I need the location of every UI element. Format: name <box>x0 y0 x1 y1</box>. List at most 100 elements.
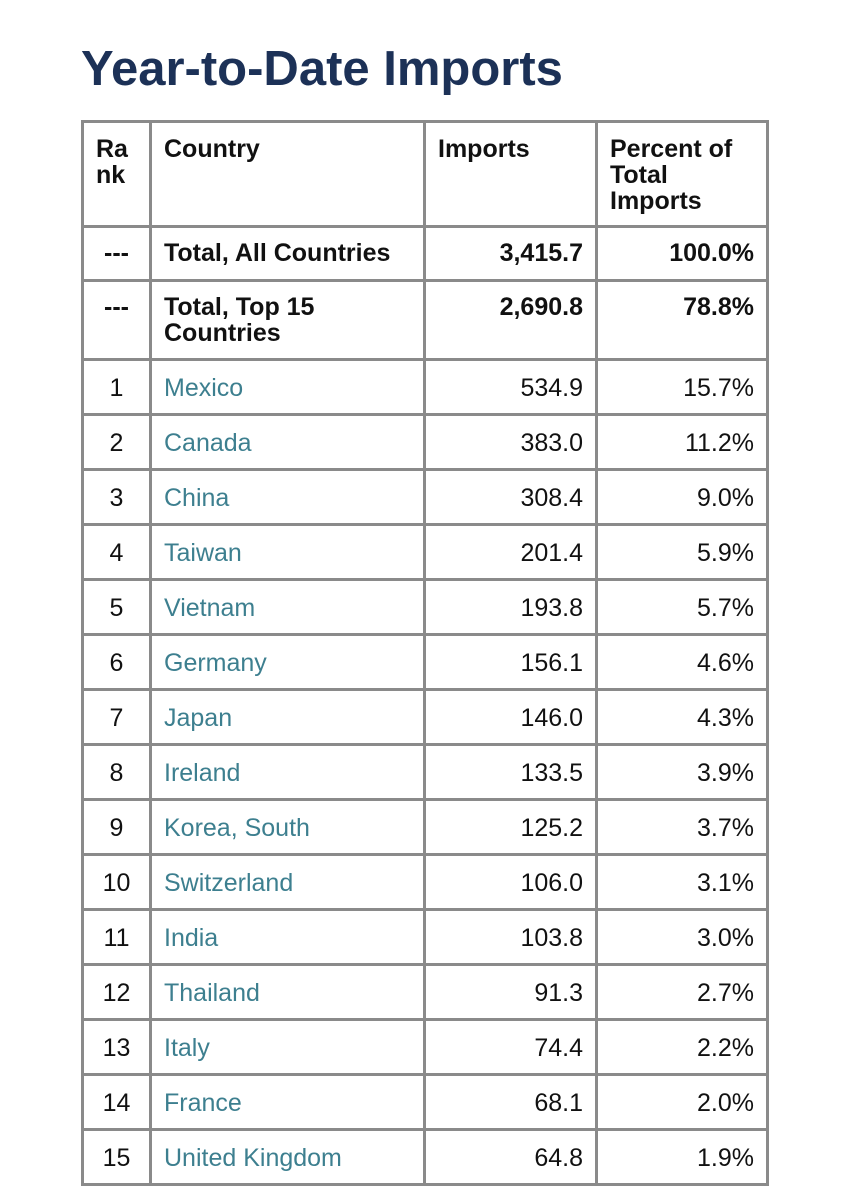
page-title: Year-to-Date Imports <box>81 42 563 96</box>
country-link[interactable]: Germany <box>164 648 267 677</box>
total-country-cell: Total, Top 15 Countries <box>152 282 426 361</box>
total-row-all-countries: --- Total, All Countries 3,415.7 100.0% <box>84 228 769 282</box>
country-cell: Korea, South <box>152 801 426 856</box>
percent-cell: 9.0% <box>598 471 769 526</box>
imports-cell: 133.5 <box>426 746 598 801</box>
rank-cell: 12 <box>84 966 152 1021</box>
total-country-cell: Total, All Countries <box>152 228 426 282</box>
rank-cell: 5 <box>84 581 152 636</box>
total-percent-cell: 78.8% <box>598 282 769 361</box>
imports-cell: 74.4 <box>426 1021 598 1076</box>
country-link[interactable]: France <box>164 1088 242 1117</box>
total-row-top-15: --- Total, Top 15 Countries 2,690.8 78.8… <box>84 282 769 361</box>
percent-cell: 5.9% <box>598 526 769 581</box>
percent-column-header: Percent of Total Imports <box>598 123 769 228</box>
percent-cell: 11.2% <box>598 416 769 471</box>
imports-table: Rank Country Imports Percent of Total Im… <box>81 120 769 1186</box>
country-link[interactable]: Ireland <box>164 758 241 787</box>
country-cell: Thailand <box>152 966 426 1021</box>
rank-cell: 3 <box>84 471 152 526</box>
imports-cell: 91.3 <box>426 966 598 1021</box>
percent-cell: 4.3% <box>598 691 769 746</box>
country-cell: Germany <box>152 636 426 691</box>
imports-cell: 68.1 <box>426 1076 598 1131</box>
country-link[interactable]: Vietnam <box>164 593 256 622</box>
rank-cell: 7 <box>84 691 152 746</box>
imports-cell: 125.2 <box>426 801 598 856</box>
table-row: 5 Vietnam 193.8 5.7% <box>84 581 769 636</box>
country-link[interactable]: Taiwan <box>164 538 242 567</box>
rank-column-header: Rank <box>84 123 152 228</box>
country-cell: Japan <box>152 691 426 746</box>
table-row: 8 Ireland 133.5 3.9% <box>84 746 769 801</box>
percent-cell: 2.2% <box>598 1021 769 1076</box>
country-cell: Mexico <box>152 361 426 416</box>
country-link[interactable]: Thailand <box>164 978 260 1007</box>
percent-cell: 3.1% <box>598 856 769 911</box>
table-header-row: Rank Country Imports Percent of Total Im… <box>84 123 769 228</box>
percent-cell: 3.7% <box>598 801 769 856</box>
table-row: 3 China 308.4 9.0% <box>84 471 769 526</box>
country-cell: India <box>152 911 426 966</box>
rank-cell: 13 <box>84 1021 152 1076</box>
country-cell: China <box>152 471 426 526</box>
country-cell: Italy <box>152 1021 426 1076</box>
table-row: 6 Germany 156.1 4.6% <box>84 636 769 691</box>
rank-cell: 8 <box>84 746 152 801</box>
country-column-header: Country <box>152 123 426 228</box>
country-cell: France <box>152 1076 426 1131</box>
percent-cell: 15.7% <box>598 361 769 416</box>
table-row: 1 Mexico 534.9 15.7% <box>84 361 769 416</box>
table-row: 15 United Kingdom 64.8 1.9% <box>84 1131 769 1186</box>
imports-cell: 383.0 <box>426 416 598 471</box>
country-link[interactable]: Korea, South <box>164 813 310 842</box>
percent-cell: 2.7% <box>598 966 769 1021</box>
rank-cell: 4 <box>84 526 152 581</box>
imports-cell: 193.8 <box>426 581 598 636</box>
imports-cell: 201.4 <box>426 526 598 581</box>
imports-cell: 106.0 <box>426 856 598 911</box>
imports-column-header: Imports <box>426 123 598 228</box>
rank-cell: 6 <box>84 636 152 691</box>
rank-cell: 2 <box>84 416 152 471</box>
country-cell: Switzerland <box>152 856 426 911</box>
rank-cell: 14 <box>84 1076 152 1131</box>
rank-cell: 11 <box>84 911 152 966</box>
table-row: 14 France 68.1 2.0% <box>84 1076 769 1131</box>
percent-cell: 2.0% <box>598 1076 769 1131</box>
table-row: 13 Italy 74.4 2.2% <box>84 1021 769 1076</box>
country-link[interactable]: United Kingdom <box>164 1143 342 1172</box>
country-link[interactable]: China <box>164 483 230 512</box>
country-link[interactable]: Canada <box>164 428 252 457</box>
table-row: 12 Thailand 91.3 2.7% <box>84 966 769 1021</box>
table-row: 2 Canada 383.0 11.2% <box>84 416 769 471</box>
total-imports-cell: 2,690.8 <box>426 282 598 361</box>
total-rank-cell: --- <box>84 228 152 282</box>
percent-cell: 3.0% <box>598 911 769 966</box>
country-link[interactable]: Mexico <box>164 373 244 402</box>
country-cell: Vietnam <box>152 581 426 636</box>
country-link[interactable]: Switzerland <box>164 868 294 897</box>
percent-cell: 3.9% <box>598 746 769 801</box>
country-cell: United Kingdom <box>152 1131 426 1186</box>
imports-cell: 64.8 <box>426 1131 598 1186</box>
total-rank-cell: --- <box>84 282 152 361</box>
country-cell: Taiwan <box>152 526 426 581</box>
table-row: 9 Korea, South 125.2 3.7% <box>84 801 769 856</box>
table-row: 10 Switzerland 106.0 3.1% <box>84 856 769 911</box>
rank-cell: 15 <box>84 1131 152 1186</box>
table-row: 7 Japan 146.0 4.3% <box>84 691 769 746</box>
rank-cell: 9 <box>84 801 152 856</box>
country-link[interactable]: Italy <box>164 1033 210 1062</box>
percent-cell: 4.6% <box>598 636 769 691</box>
total-percent-cell: 100.0% <box>598 228 769 282</box>
country-cell: Ireland <box>152 746 426 801</box>
rank-cell: 1 <box>84 361 152 416</box>
country-link[interactable]: Japan <box>164 703 233 732</box>
country-cell: Canada <box>152 416 426 471</box>
imports-cell: 534.9 <box>426 361 598 416</box>
percent-cell: 5.7% <box>598 581 769 636</box>
total-imports-cell: 3,415.7 <box>426 228 598 282</box>
country-link[interactable]: India <box>164 923 219 952</box>
table-row: 4 Taiwan 201.4 5.9% <box>84 526 769 581</box>
